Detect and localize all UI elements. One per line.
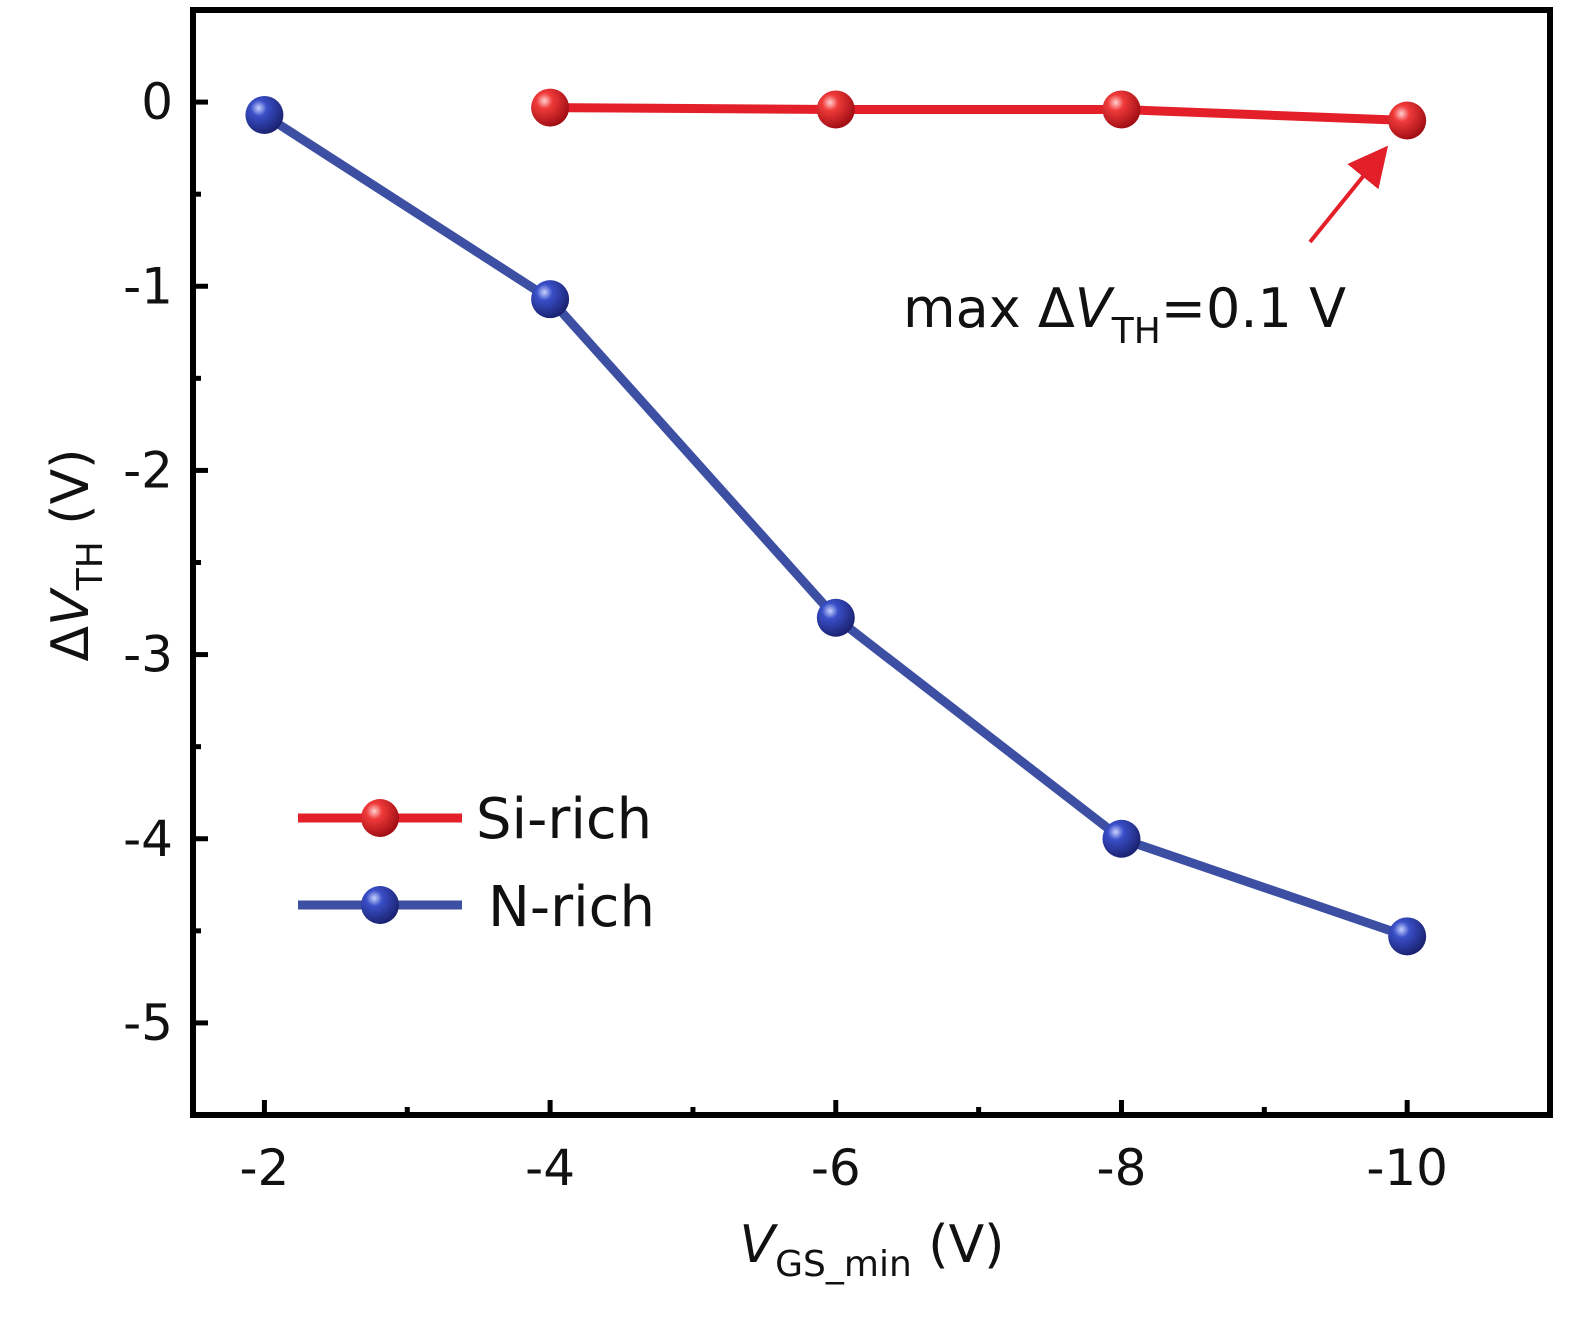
y-axis-title-prefix: Δ	[41, 625, 101, 661]
data-point-si-rich	[1388, 101, 1427, 140]
annotation-main: V	[1075, 277, 1116, 340]
x-tick-label: -6	[811, 1139, 861, 1197]
tick-labels: -2 -4 -6 -8 -10 0 -1 -2 -3 -4 -5	[123, 73, 1448, 1197]
data-point-n-rich	[245, 95, 284, 134]
series-line-n-rich	[261, 111, 1409, 941]
data-point-si-rich	[816, 90, 855, 129]
x-tick-label: -10	[1366, 1139, 1448, 1197]
y-tick-label: -1	[123, 257, 173, 315]
legend-label-si-rich: Si-rich	[476, 787, 652, 852]
y-tick-label: 0	[141, 73, 173, 131]
annotation-sub: TH	[1111, 311, 1161, 352]
series-points	[245, 88, 1427, 956]
data-point-n-rich	[1102, 819, 1141, 858]
data-point-n-rich	[1388, 917, 1427, 956]
data-point-si-rich	[531, 88, 570, 127]
legend-label-n-rich: N-rich	[488, 875, 655, 940]
x-tick-label: -8	[1097, 1139, 1147, 1197]
series-lines	[261, 103, 1409, 941]
legend-item-si-rich: Si-rich	[298, 787, 652, 852]
data-point-si-rich	[1102, 90, 1141, 129]
series-line-si-rich	[550, 103, 1408, 125]
axis-ticks	[193, 99, 1410, 1115]
annotation-text: max ΔVTH=0.1 V	[903, 277, 1346, 352]
y-tick-label: -2	[123, 441, 173, 499]
data-point-n-rich	[816, 598, 855, 637]
legend-item-n-rich: N-rich	[298, 875, 655, 940]
annotation-arrow	[1308, 145, 1389, 244]
data-point-n-rich	[531, 280, 570, 319]
x-axis-title-main: V	[740, 1215, 779, 1275]
y-axis-title-main: V	[41, 587, 101, 626]
x-axis-title: VGS_min (V)	[740, 1215, 1005, 1285]
annotation: max ΔVTH=0.1 V	[903, 145, 1389, 352]
y-tick-label: -4	[123, 810, 173, 868]
annotation-prefix: max Δ	[903, 277, 1075, 340]
x-tick-label: -4	[525, 1139, 575, 1197]
y-tick-label: -5	[123, 994, 173, 1052]
x-axis-title-unit: (V)	[912, 1215, 1005, 1275]
x-axis-title-sub: GS_min	[775, 1244, 912, 1285]
y-axis-title-sub: TH	[70, 541, 111, 591]
plot-frame	[190, 7, 1553, 1118]
legend: Si-rich N-rich	[298, 787, 655, 940]
x-tick-label: -2	[239, 1139, 289, 1197]
y-axis-title-unit: (V)	[41, 449, 101, 542]
annotation-suffix: =0.1 V	[1161, 277, 1346, 340]
y-axis-title: ΔVTH (V)	[41, 449, 111, 662]
y-tick-label: -3	[123, 626, 173, 684]
